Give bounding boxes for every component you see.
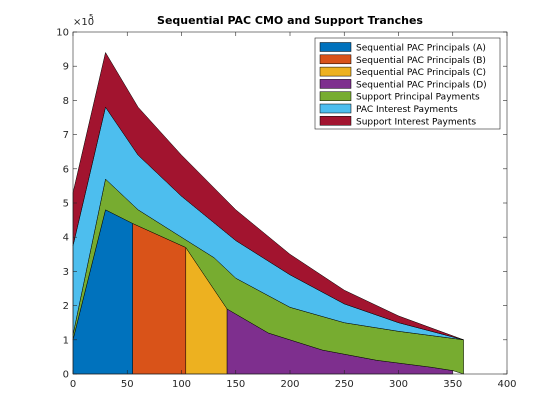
legend-swatch-pac-interest-payments bbox=[319, 103, 352, 114]
y-tick-label: 2 bbox=[63, 301, 69, 312]
y-tick-label: 10 bbox=[56, 28, 69, 39]
y-tick-label: 0 bbox=[63, 370, 69, 381]
legend-swatch-sequential-pac-principals-d bbox=[319, 79, 352, 89]
plot-areas bbox=[72, 51, 464, 375]
y-tick-label: 7 bbox=[63, 130, 69, 141]
x-tick-label: 300 bbox=[389, 379, 408, 390]
legend-label-pac-interest-payments: PAC Interest Payments bbox=[356, 105, 458, 115]
legend-swatch-sequential-pac-principals-c bbox=[319, 66, 352, 77]
legend-label-sequential-pac-principals-d: Sequential PAC Principals (D) bbox=[356, 80, 487, 90]
area-sequential-pac-principals-b bbox=[132, 223, 187, 375]
legend-label-sequential-pac-principals-a: Sequential PAC Principals (A) bbox=[356, 44, 486, 54]
x-tick-label: 0 bbox=[70, 379, 76, 390]
x-tick-label: 200 bbox=[280, 379, 299, 390]
legend-swatch-sequential-pac-principals-a bbox=[319, 42, 352, 52]
y-exponent-power: 5 bbox=[89, 13, 93, 21]
legend-label-sequential-pac-principals-c: Sequential PAC Principals (C) bbox=[356, 68, 486, 78]
legend-swatch-support-interest-payments bbox=[319, 116, 352, 126]
legend: Sequential PAC Principals (A) Sequential … bbox=[314, 37, 501, 130]
x-tick-label: 400 bbox=[497, 379, 516, 390]
y-exponent-base: ×10 bbox=[73, 17, 94, 28]
y-tick-label: 5 bbox=[63, 199, 69, 210]
y-tick-label: 6 bbox=[63, 164, 69, 175]
area-support-interest-payments bbox=[72, 51, 464, 341]
legend-label-sequential-pac-principals-b: Sequential PAC Principals (B) bbox=[356, 56, 486, 66]
x-tick-label: 350 bbox=[443, 379, 462, 390]
y-tick-label: 3 bbox=[63, 267, 69, 278]
legend-label-support-interest-payments: Support Interest Payments bbox=[356, 117, 476, 127]
chart-title: Sequential PAC CMO and Support Tranches bbox=[157, 14, 423, 27]
y-tick-label: 9 bbox=[63, 62, 69, 73]
legend-swatch-sequential-pac-principals-b bbox=[319, 54, 352, 65]
legend-swatch-support-principal-payments bbox=[319, 91, 352, 101]
x-tick-label: 150 bbox=[226, 379, 245, 390]
x-tick-label: 250 bbox=[335, 379, 354, 390]
axis-ticks: 0 50 100 150 200 250 300 350 400 0 1 2 3 4 5 6 7 8 9 10 bbox=[56, 28, 516, 391]
y-tick-label: 4 bbox=[63, 233, 69, 244]
legend-label-support-principal-payments: Support Principal Payments bbox=[356, 93, 480, 103]
x-tick-label: 100 bbox=[172, 379, 191, 390]
y-tick-label: 8 bbox=[63, 96, 69, 107]
y-tick-label: 1 bbox=[63, 335, 69, 346]
x-tick-label: 50 bbox=[121, 379, 134, 390]
